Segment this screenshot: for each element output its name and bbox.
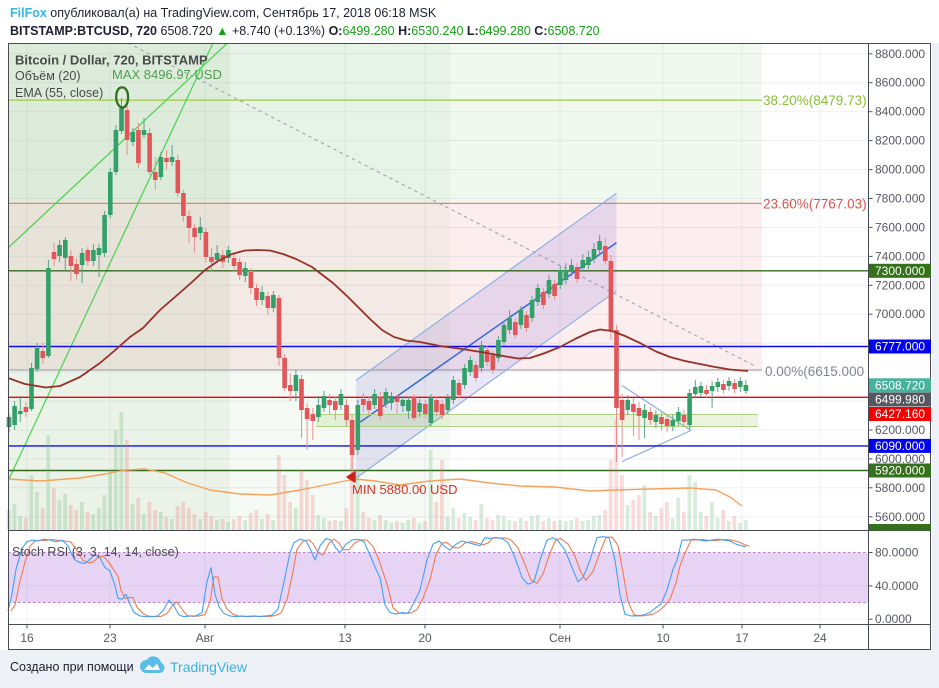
svg-text:5800.000: 5800.000	[875, 481, 925, 495]
svg-text:Stoch RSI (3, 3, 14, 14, close: Stoch RSI (3, 3, 14, 14, close)	[12, 545, 179, 559]
svg-text:6499.980: 6499.980	[875, 393, 925, 407]
svg-text:Сен: Сен	[549, 631, 571, 645]
svg-text:23: 23	[103, 631, 117, 645]
svg-text:8200.000: 8200.000	[875, 134, 925, 148]
svg-text:6090.000: 6090.000	[875, 439, 925, 453]
svg-text:7000.000: 7000.000	[875, 307, 925, 321]
svg-text:Объём (20): Объём (20)	[15, 69, 81, 83]
svg-text:5920.000: 5920.000	[875, 464, 925, 478]
svg-text:8800.000: 8800.000	[875, 47, 925, 61]
svg-text:8600.000: 8600.000	[875, 76, 925, 90]
svg-text:0.00%(6615.000: 0.00%(6615.000	[765, 364, 864, 379]
svg-text:EMA (55, close): EMA (55, close)	[15, 86, 103, 100]
svg-text:16: 16	[20, 631, 34, 645]
svg-text:Авг: Авг	[196, 631, 215, 645]
svg-text:6508.720: 6508.720	[875, 379, 925, 393]
svg-text:TradingView: TradingView	[170, 659, 248, 675]
svg-text:MIN 5880.00 USD: MIN 5880.00 USD	[352, 482, 458, 497]
svg-text:8000.000: 8000.000	[875, 163, 925, 177]
svg-text:5600.000: 5600.000	[875, 510, 925, 524]
svg-text:13: 13	[338, 631, 352, 645]
svg-text:6200.000: 6200.000	[875, 423, 925, 437]
svg-text:7200.000: 7200.000	[875, 278, 925, 292]
svg-text:6427.160: 6427.160	[875, 407, 925, 421]
svg-text:24: 24	[813, 631, 827, 645]
svg-text:8400.000: 8400.000	[875, 105, 925, 119]
svg-text:7600.000: 7600.000	[875, 220, 925, 234]
svg-text:FilFox опубликовал(а) на Tradi: FilFox опубликовал(а) на TradingView.com…	[10, 6, 437, 20]
svg-text:6777.000: 6777.000	[875, 340, 925, 354]
svg-text:Создано при помощи: Создано при помощи	[10, 660, 134, 674]
svg-text:Bitcoin / Dollar, 720, BITSTAM: Bitcoin / Dollar, 720, BITSTAMP	[15, 53, 208, 68]
svg-text:38.20%(8479.73): 38.20%(8479.73)	[763, 93, 867, 108]
svg-text:MAX 8496.97 USD: MAX 8496.97 USD	[112, 67, 222, 82]
svg-text:7800.000: 7800.000	[875, 192, 925, 206]
svg-text:0.0000: 0.0000	[875, 612, 912, 626]
svg-text:17: 17	[735, 631, 749, 645]
svg-text:10: 10	[656, 631, 670, 645]
svg-text:40.0000: 40.0000	[875, 579, 919, 593]
svg-text:20: 20	[418, 631, 432, 645]
svg-text:80.0000: 80.0000	[875, 546, 919, 560]
svg-text:7300.000: 7300.000	[875, 264, 925, 278]
svg-text:BITSTAMP:BTCUSD, 720 6508.720: BITSTAMP:BTCUSD, 720 6508.720 ▲ +8.740 (…	[10, 24, 600, 38]
svg-text:7400.000: 7400.000	[875, 249, 925, 263]
svg-text:6000.000: 6000.000	[875, 452, 925, 466]
svg-text:23.60%(7767.03): 23.60%(7767.03)	[763, 197, 867, 212]
